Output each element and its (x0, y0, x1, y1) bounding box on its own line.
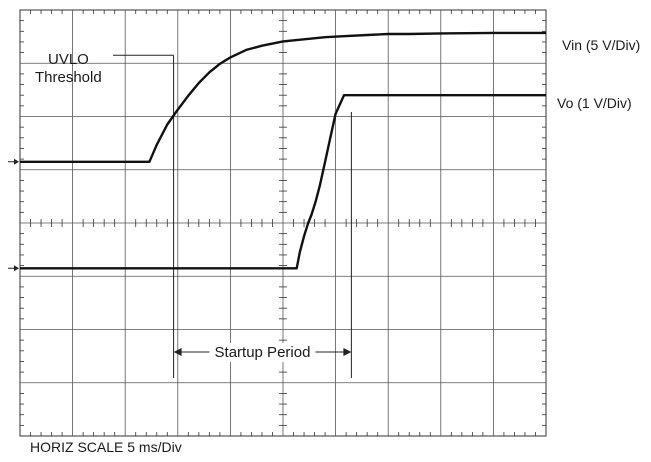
traces (20, 31, 546, 270)
ground-marker-arrow (14, 158, 19, 165)
vo-trace-label: Vo (1 V/Div) (557, 95, 632, 111)
uvlo-label-line1: UVLO (48, 51, 89, 68)
ground-markers (8, 158, 19, 272)
uvlo-label-line2: Threshold (35, 69, 102, 86)
graticule-ticks (20, 10, 546, 436)
startup-period-label: Startup Period (215, 344, 311, 361)
vo-trace (20, 93, 546, 270)
startup-label-background (209, 343, 316, 362)
startup-arrowhead-right (343, 348, 352, 356)
ground-marker-arrow (14, 265, 19, 272)
annotations (113, 54, 352, 378)
vin-trace (20, 31, 546, 164)
horizontal-scale-label: HORIZ SCALE 5 ms/Div (30, 439, 182, 455)
startup-arrowhead-left (173, 348, 182, 356)
graticule (19, 9, 547, 437)
vin-trace-label: Vin (5 V/Div) (562, 37, 640, 53)
